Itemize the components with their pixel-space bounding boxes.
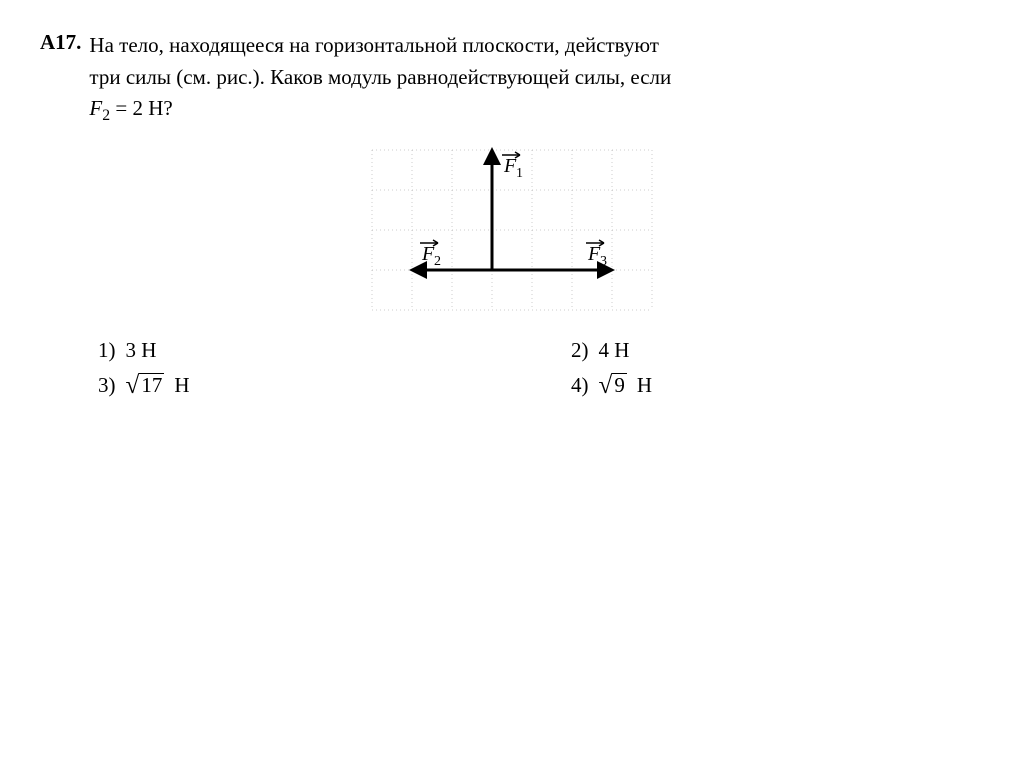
problem-label: А17.	[40, 30, 81, 55]
problem-heading: А17. На тело, находящееся на горизонталь…	[40, 30, 984, 128]
force-diagram: F1F2F3	[362, 140, 662, 320]
answer-3-unit: Н	[174, 373, 189, 398]
f2-var: F	[89, 96, 102, 120]
svg-text:1: 1	[516, 166, 523, 181]
answer-3-radicand: 17	[139, 373, 164, 397]
answer-3-num: 3)	[98, 373, 116, 398]
answer-3: 3) √ 17 Н	[98, 373, 511, 398]
answer-4-radicand: 9	[612, 373, 627, 397]
answer-1: 1) 3 Н	[98, 338, 511, 363]
svg-text:F: F	[421, 243, 435, 265]
answer-1-text: 3 Н	[126, 338, 157, 363]
problem-line3: F2 = 2 Н?	[89, 96, 172, 120]
f2-rest: = 2 Н?	[110, 96, 173, 120]
problem-line2: три силы (см. рис.). Каков модуль равнод…	[89, 65, 671, 89]
answer-3-sqrt: √ 17	[126, 373, 165, 398]
sqrt-symbol: √	[599, 373, 613, 398]
problem-text: На тело, находящееся на горизонтальной п…	[89, 30, 671, 128]
f2-sub: 2	[102, 107, 110, 124]
problem-line1: На тело, находящееся на горизонтальной п…	[89, 33, 659, 57]
svg-text:F: F	[503, 155, 517, 177]
sqrt-symbol: √	[126, 373, 140, 398]
answer-2-num: 2)	[571, 338, 589, 363]
answer-4-unit: Н	[637, 373, 652, 398]
svg-text:3: 3	[600, 254, 607, 269]
figure-wrap: F1F2F3	[40, 140, 984, 320]
problem-container: А17. На тело, находящееся на горизонталь…	[40, 30, 984, 398]
answer-1-num: 1)	[98, 338, 116, 363]
answer-4: 4) √ 9 Н	[571, 373, 984, 398]
svg-text:2: 2	[434, 254, 441, 269]
svg-text:F: F	[587, 243, 601, 265]
answer-2-text: 4 Н	[599, 338, 630, 363]
answer-2: 2) 4 Н	[571, 338, 984, 363]
answer-grid: 1) 3 Н 2) 4 Н 3) √ 17 Н 4) √ 9 Н	[98, 338, 984, 398]
answer-4-sqrt: √ 9	[599, 373, 627, 398]
answer-4-num: 4)	[571, 373, 589, 398]
